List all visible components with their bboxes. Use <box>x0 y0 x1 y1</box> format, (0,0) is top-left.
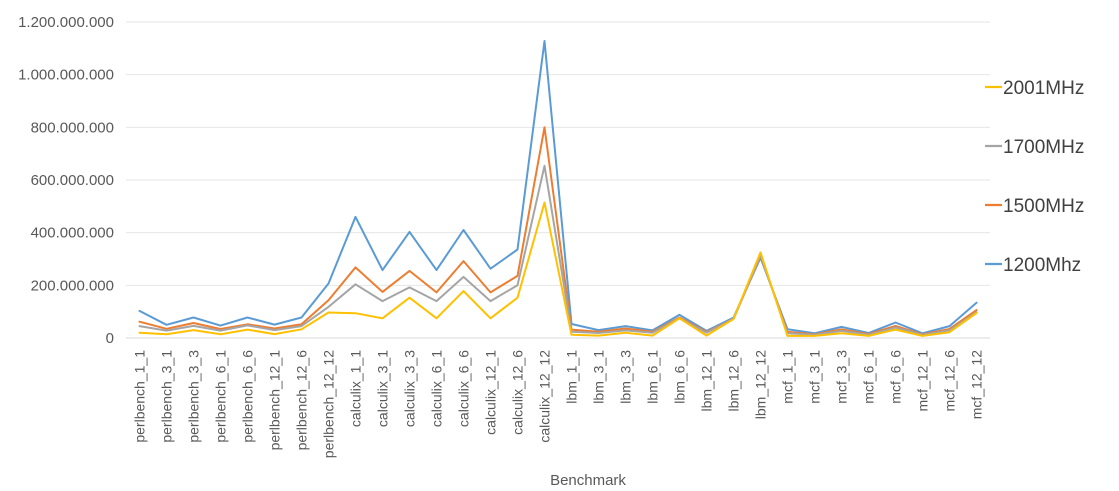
legend: 2001MHz 1700MHz 1500MHz 1200Mhz <box>985 78 1084 276</box>
x-tick-label: mcf_6_1 <box>861 350 877 404</box>
legend-label: 2001MHz <box>1003 78 1084 99</box>
series-line-1200mhz <box>138 40 978 335</box>
y-tick-label: 400.000.000 <box>31 225 114 242</box>
x-tick-label: calculix_6_6 <box>456 350 472 427</box>
x-axis-title: Benchmark <box>550 472 626 489</box>
x-tick-label: perlbench_3_1 <box>159 350 175 443</box>
x-tick-label: perlbench_12_6 <box>294 350 310 451</box>
x-tick-label: mcf_3_1 <box>807 350 823 404</box>
x-tick-label: perlbench_6_1 <box>213 350 229 443</box>
y-tick-label: 200.000.000 <box>31 277 114 294</box>
x-tick-label: mcf_3_3 <box>834 350 850 404</box>
x-axis-ticks: perlbench_1_1 perlbench_3_1 perlbench_3_3 p… <box>132 350 985 458</box>
x-tick-label: lbm_12_12 <box>753 350 769 419</box>
legend-item: 1700MHz <box>985 137 1084 158</box>
y-axis-ticks: 0 200.000.000 400.000.000 600.000.000 800.00… <box>18 14 114 347</box>
legend-item: 2001MHz <box>985 78 1084 99</box>
x-tick-label: perlbench_3_3 <box>186 350 202 443</box>
y-tick-label: 1.000.000.000 <box>18 67 114 84</box>
x-tick-label: mcf_6_6 <box>888 350 904 404</box>
x-tick-label: calculix_3_3 <box>402 350 418 427</box>
x-tick-label: lbm_6_6 <box>672 350 688 404</box>
x-tick-label: lbm_3_3 <box>618 350 634 404</box>
legend-label: 1500MHz <box>1003 196 1084 217</box>
x-tick-label: mcf_12_1 <box>915 350 931 412</box>
series-line-2001mhz <box>138 201 978 337</box>
x-tick-label: lbm_6_1 <box>645 350 661 404</box>
x-tick-label: perlbench_12_12 <box>321 350 337 458</box>
y-tick-label: 600.000.000 <box>31 172 114 189</box>
legend-item: 1200Mhz <box>985 255 1081 276</box>
x-tick-label: calculix_3_1 <box>375 350 391 427</box>
x-tick-label: calculix_6_1 <box>429 350 445 427</box>
x-tick-label: lbm_1_1 <box>564 350 580 404</box>
legend-label: 1200Mhz <box>1003 255 1081 276</box>
series-line-1500mhz <box>138 126 978 336</box>
x-tick-label: perlbench_1_1 <box>132 350 148 443</box>
x-tick-label: calculix_12_1 <box>483 350 499 435</box>
legend-label: 1700MHz <box>1003 137 1084 158</box>
x-tick-label: calculix_12_6 <box>510 350 526 435</box>
y-tick-label: 800.000.000 <box>31 119 114 136</box>
x-tick-label: perlbench_6_6 <box>240 350 256 443</box>
x-tick-label: calculix_12_12 <box>537 350 553 443</box>
legend-item: 1500MHz <box>985 196 1084 217</box>
x-tick-label: lbm_3_1 <box>591 350 607 404</box>
x-tick-label: mcf_12_12 <box>969 350 985 419</box>
y-tick-label: 1.200.000.000 <box>18 14 114 31</box>
x-tick-label: mcf_1_1 <box>780 350 796 404</box>
x-tick-label: mcf_12_6 <box>942 350 958 412</box>
x-tick-label: calculix_1_1 <box>348 350 364 427</box>
x-tick-label: lbm_12_6 <box>726 350 742 412</box>
y-tick-label: 0 <box>106 330 114 347</box>
series-lines <box>138 40 978 337</box>
series-line-1700mhz <box>138 164 978 336</box>
x-tick-label: lbm_12_1 <box>699 350 715 412</box>
x-tick-label: perlbench_12_1 <box>267 350 283 451</box>
